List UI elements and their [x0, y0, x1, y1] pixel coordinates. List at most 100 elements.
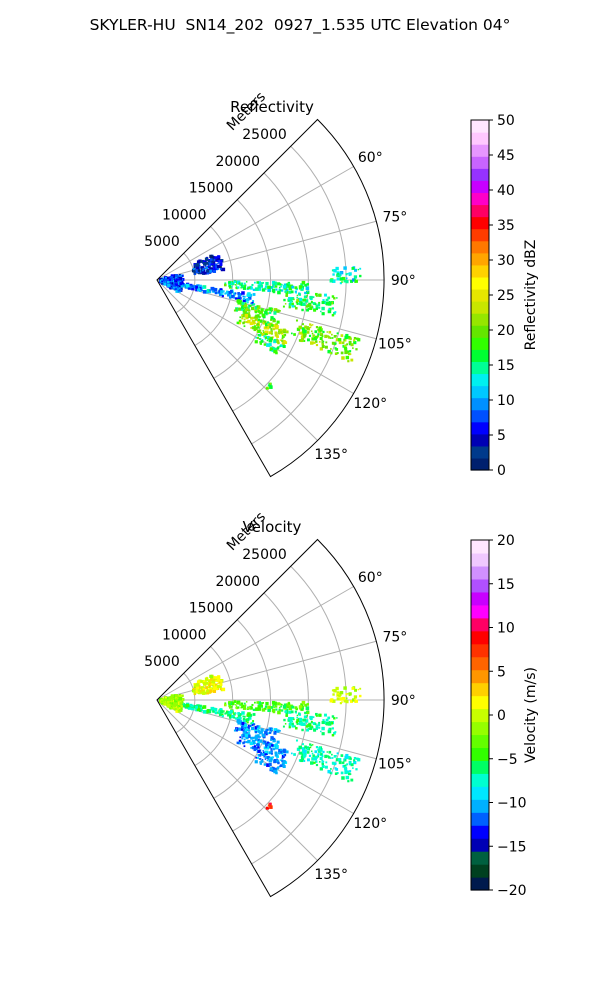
- echo-cell: [175, 698, 179, 701]
- velocity-panel: Velocity 5000 10000 15000 20000 25000 Meters 60…: [0, 510, 600, 930]
- echo-cell: [310, 744, 313, 747]
- echo-cell: [320, 310, 322, 313]
- echo-cell: [348, 272, 352, 276]
- echo-cell: [234, 284, 237, 286]
- echo-cell: [228, 284, 232, 288]
- echo-cell: [212, 709, 216, 713]
- echo-cell: [348, 772, 351, 776]
- echo-cell: [299, 751, 303, 755]
- echo-cell: [243, 715, 246, 718]
- echo-cell: [279, 764, 283, 767]
- echo-cell: [261, 733, 265, 737]
- echo-cell: [310, 301, 313, 304]
- echo-cell: [261, 706, 263, 708]
- echo-cell: [239, 284, 241, 286]
- echo-cell: [201, 692, 205, 695]
- colorbar-segment: [471, 864, 489, 878]
- colorbar-segment: [471, 421, 489, 435]
- echo-cell: [254, 726, 259, 730]
- echo-cell: [300, 707, 304, 711]
- azimuth-gridline: [156, 586, 354, 701]
- echo-cell: [343, 279, 347, 283]
- angle-tick-label: 60°: [358, 150, 383, 166]
- echo-cell: [214, 291, 218, 295]
- echo-cell: [258, 725, 261, 728]
- echo-cell: [296, 302, 299, 305]
- echo-cell: [327, 769, 331, 774]
- echo-cell: [265, 325, 268, 328]
- echo-cell: [331, 279, 336, 283]
- echo-cell: [320, 753, 323, 756]
- colorbar-segment: [471, 132, 489, 145]
- echo-cell: [202, 706, 205, 709]
- echo-cell: [288, 286, 293, 291]
- echo-cell: [282, 748, 286, 752]
- echo-cell: [201, 689, 205, 694]
- sector-outline: [156, 538, 385, 898]
- echo-cell: [328, 728, 331, 731]
- echo-cell: [310, 750, 313, 753]
- echo-cell: [208, 290, 212, 294]
- echo-cell: [302, 753, 307, 757]
- angle-tick-label: 105°: [378, 337, 412, 353]
- echo-cell: [268, 331, 272, 335]
- echo-cell: [192, 687, 195, 691]
- echo-cell: [236, 299, 240, 303]
- echo-cell: [339, 697, 344, 701]
- echo-cell: [235, 308, 238, 310]
- echo-cell: [301, 287, 304, 290]
- echo-cell: [277, 751, 281, 755]
- echo-cell: [216, 265, 220, 269]
- echo-cell: [196, 266, 200, 270]
- echo-cell: [261, 286, 263, 288]
- echo-cell: [161, 700, 164, 703]
- echo-cell: [333, 731, 336, 735]
- echo-cell: [219, 268, 222, 270]
- echo-cell: [273, 311, 277, 315]
- echo-cell: [210, 261, 214, 265]
- echo-cell: [321, 345, 325, 349]
- echo-cell: [224, 283, 227, 287]
- echo-cell: [233, 700, 236, 704]
- echo-cell: [281, 762, 285, 766]
- echo-cell: [174, 276, 178, 280]
- echo-cell: [257, 316, 260, 318]
- echo-cell: [276, 320, 280, 324]
- velocity-plot: Velocity500010000150002000025000Meters60…: [144, 510, 539, 899]
- echo-cell: [304, 715, 307, 719]
- echo-cell: [306, 747, 309, 750]
- echo-cell: [318, 761, 321, 763]
- angle-tick-label: 90°: [391, 693, 416, 709]
- echo-cell: [243, 295, 246, 298]
- echo-cell: [172, 280, 174, 282]
- echo-cell: [163, 281, 166, 284]
- echo-cell: [283, 298, 286, 302]
- echo-cell: [264, 707, 267, 710]
- echo-cell: [260, 340, 264, 343]
- echo-cell: [337, 758, 342, 762]
- echo-cell: [340, 754, 344, 757]
- echo-cell: [295, 306, 298, 310]
- echo-cell: [353, 695, 358, 699]
- echo-cell: [196, 680, 201, 684]
- echo-cell: [274, 751, 278, 755]
- echo-cell: [341, 356, 345, 360]
- echo-cell: [321, 762, 324, 766]
- echo-cell: [264, 740, 267, 744]
- echo-cell: [176, 707, 180, 711]
- echo-cell: [279, 289, 282, 292]
- echo-cell: [270, 328, 273, 331]
- echo-cell: [235, 705, 238, 707]
- echo-cell: [333, 269, 337, 273]
- echo-cell: [251, 283, 254, 286]
- echo-cell: [256, 725, 259, 728]
- echo-cell: [277, 761, 280, 765]
- echo-cell: [339, 691, 343, 695]
- echo-cell: [270, 730, 273, 733]
- echo-cell: [276, 346, 280, 350]
- echo-cell: [243, 731, 247, 735]
- echo-cell: [273, 706, 275, 709]
- echo-cell: [241, 301, 245, 306]
- echo-cell: [250, 316, 253, 319]
- echo-cell: [308, 334, 312, 337]
